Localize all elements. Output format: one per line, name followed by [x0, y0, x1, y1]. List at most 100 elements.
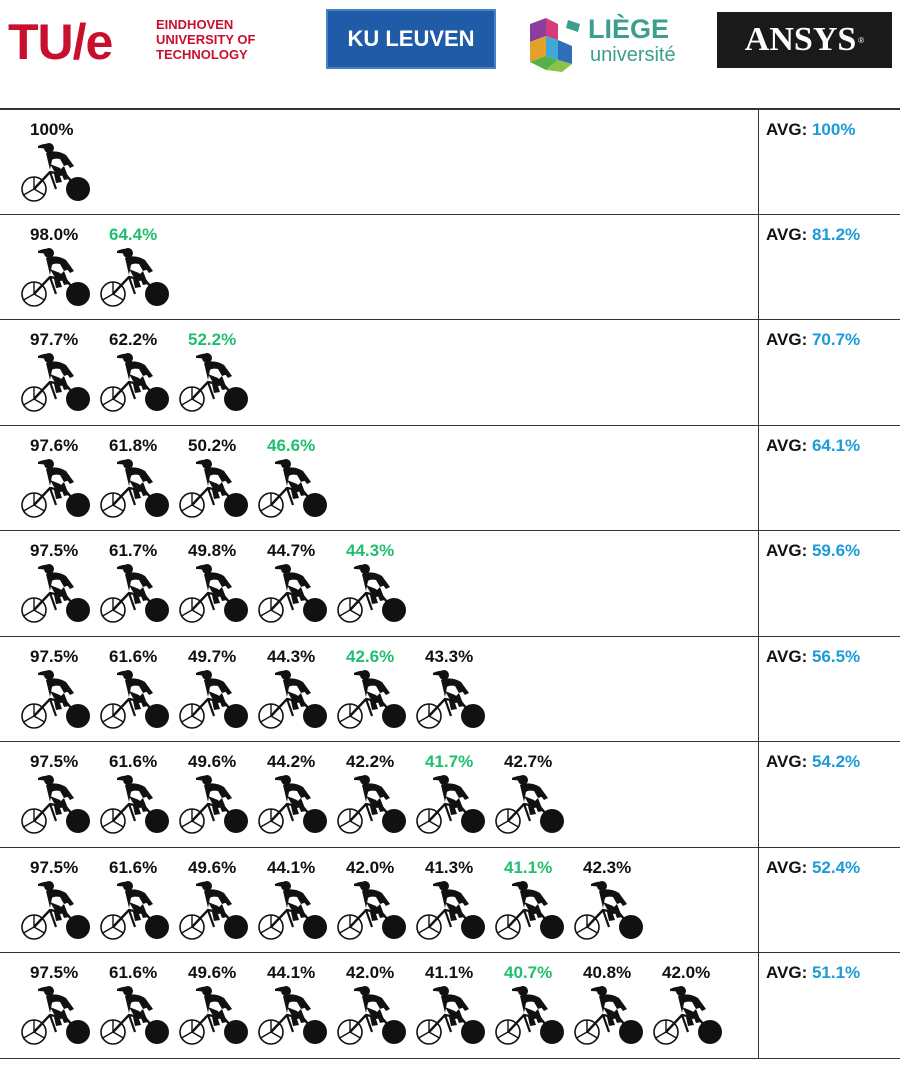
table-bottom-border [0, 1057, 900, 1059]
average-value: AVG: 64.1% [766, 436, 860, 456]
rider-drag-value: 42.0% [346, 963, 395, 982]
cyclist-icon [336, 669, 408, 736]
cyclist-icon [573, 880, 645, 947]
rider-drag-value: 42.0% [346, 857, 395, 877]
cyclist-icon [99, 880, 171, 947]
rider-drag-value-lowest: 40.7% [504, 963, 553, 982]
peloton-row: 97.5% 61.6% 49.6% 44.1% 42.0% 41.1% 40.7% 40.8%… [0, 952, 900, 1059]
cyclist-icon [415, 669, 487, 736]
column-divider [758, 742, 759, 848]
average-value: AVG: 100% [766, 120, 855, 140]
rider-drag-value: 61.7% [109, 541, 158, 560]
average-value: AVG: 51.1% [766, 963, 860, 983]
peloton-row: 97.5% 61.6% 49.6% 44.2% 42.2% 41.7% 42.7% AVG: … [0, 741, 900, 848]
cyclist-icon [415, 774, 487, 841]
column-divider [758, 425, 759, 531]
rider-drag-value: 97.5% [30, 752, 79, 771]
rider-drag-value-lowest: 52.2% [188, 330, 237, 349]
average-number: 54.2% [811, 752, 861, 771]
cyclist-icon [573, 985, 645, 1052]
tue-line-3: TECHNOLOGY [156, 47, 248, 62]
peloton-row: 97.7% 62.2% 52.2% AVG: 70.7% [0, 319, 900, 426]
rider-drag-value: 97.5% [30, 963, 79, 982]
peloton-table: 100% AVG: 100% 98.0% 64.4% AVG: 81.2% 97.7% 62… [0, 108, 900, 1074]
cyclist-icon [99, 985, 171, 1052]
rider-drag-value-lowest: 64.4% [109, 224, 158, 244]
rider-drag-value-lowest: 42.6% [346, 646, 395, 666]
peloton-row: 97.5% 61.6% 49.7% 44.3% 42.6% 43.3% AVG: 56.5% [0, 635, 900, 742]
rider-drag-value: 62.2% [109, 330, 158, 349]
liege-subtitle: université [590, 44, 676, 66]
cyclist-icon [494, 880, 566, 947]
column-divider [758, 636, 759, 742]
rider-drag-value: 97.5% [30, 857, 79, 877]
cyclist-icon [20, 774, 92, 841]
cyclist-icon [336, 880, 408, 947]
cyclist-icon [20, 880, 92, 947]
average-number: 64.1% [811, 435, 861, 455]
rider-drag-value: 44.3% [267, 646, 316, 666]
average-value: AVG: 56.5% [766, 647, 860, 667]
rider-drag-value-lowest: 41.1% [504, 857, 553, 877]
cyclist-icon [178, 774, 250, 841]
cyclist-icon [257, 458, 329, 525]
cyclist-icon [336, 985, 408, 1052]
average-number: 81.2% [811, 224, 861, 244]
rider-drag-value-lowest: 46.6% [267, 435, 316, 455]
rider-drag-value: 42.2% [346, 752, 395, 771]
average-label: AVG: [766, 752, 812, 771]
cyclist-icon [178, 458, 250, 525]
rider-drag-value: 42.0% [662, 963, 711, 982]
rider-drag-value: 42.3% [583, 857, 632, 877]
column-divider [758, 953, 759, 1059]
rider-drag-value: 43.3% [425, 646, 474, 666]
rider-drag-value: 49.6% [188, 963, 237, 982]
column-divider [758, 214, 759, 320]
tue-logo: TU/e EINDHOVEN UNIVERSITY OF TECHNOLOGY [8, 14, 278, 70]
column-divider [758, 847, 759, 953]
cyclist-icon [20, 247, 92, 314]
cyclist-icon [178, 352, 250, 419]
cyclist-icon [415, 985, 487, 1052]
cyclist-icon [178, 985, 250, 1052]
rider-drag-value: 42.7% [504, 752, 553, 771]
liege-name: LIÈGE [588, 14, 670, 44]
cyclist-icon [20, 142, 92, 209]
kuleuven-wordmark: KU LEUVEN [347, 26, 475, 51]
cyclist-icon [178, 669, 250, 736]
peloton-row: 98.0% 64.4% AVG: 81.2% [0, 213, 900, 320]
rider-drag-value: 97.5% [30, 541, 79, 560]
rider-drag-value: 44.7% [267, 541, 316, 560]
rider-drag-value: 97.7% [30, 330, 79, 349]
cyclist-icon [20, 669, 92, 736]
average-label: AVG: [766, 224, 812, 244]
ansys-registered: ® [858, 35, 865, 45]
rider-drag-value: 97.5% [30, 646, 79, 666]
rider-drag-value: 97.6% [30, 435, 79, 455]
cyclist-icon [178, 880, 250, 947]
cyclist-icon [99, 669, 171, 736]
liege-logo: LIÈGE université [528, 14, 698, 72]
column-divider [758, 110, 759, 216]
peloton-row: 100% AVG: 100% [0, 108, 900, 216]
peloton-row: 97.6% 61.8% 50.2% 46.6% AVG: 64.1% [0, 424, 900, 531]
average-value: AVG: 59.6% [766, 541, 860, 561]
cyclist-icon [99, 774, 171, 841]
cyclist-icon [99, 458, 171, 525]
tue-mark: TU/e [8, 14, 113, 70]
average-value: AVG: 81.2% [766, 225, 860, 245]
average-value: AVG: 54.2% [766, 752, 860, 772]
rider-drag-value: 61.8% [109, 435, 158, 455]
cyclist-icon [20, 985, 92, 1052]
rider-drag-value: 44.1% [267, 857, 316, 877]
cyclist-icon [20, 352, 92, 419]
average-number: 59.6% [811, 541, 861, 560]
cyclist-icon [99, 352, 171, 419]
tue-wordmark: EINDHOVEN UNIVERSITY OF TECHNOLOGY [156, 17, 255, 62]
rider-drag-value: 98.0% [30, 224, 79, 244]
rider-drag-value: 61.6% [109, 963, 158, 982]
average-label: AVG: [766, 330, 812, 349]
average-label: AVG: [766, 857, 812, 877]
average-number: 52.4% [811, 857, 861, 877]
rider-drag-value: 44.2% [267, 752, 316, 771]
